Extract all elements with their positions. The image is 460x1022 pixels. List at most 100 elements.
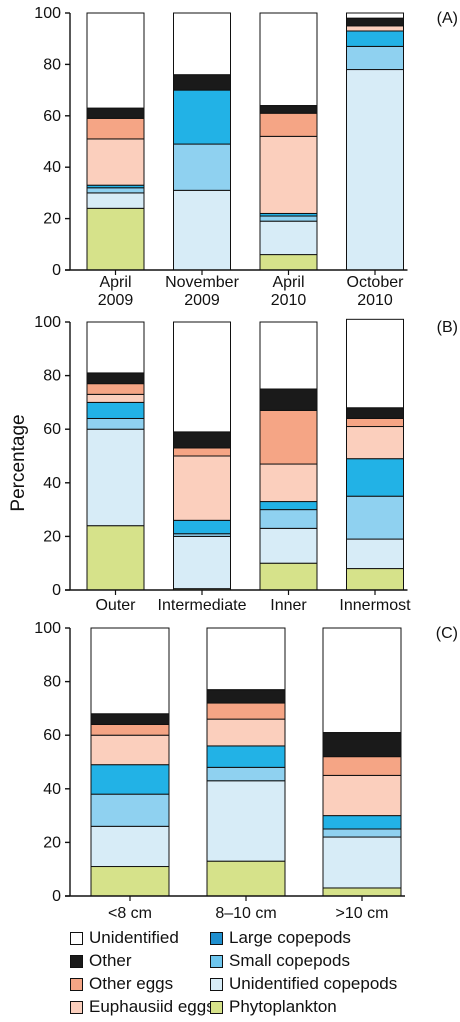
bar-segment-other xyxy=(173,431,231,449)
category-label: Inner xyxy=(270,597,307,614)
legend-swatch xyxy=(210,1000,223,1014)
bar-segment-other xyxy=(206,689,286,704)
y-axis-label: Percentage xyxy=(8,414,29,511)
bar-segment-phytoplankton xyxy=(86,207,145,271)
y-tick-label: 80 xyxy=(43,56,61,73)
bar-segment-phytoplankton xyxy=(259,562,318,591)
bar-segment-phytoplankton xyxy=(90,866,170,897)
bar-segment-euphausiid-eggs xyxy=(90,734,170,766)
bar-segment-other-eggs xyxy=(259,409,318,465)
bar-segment-large-copepods xyxy=(173,519,231,535)
bar-segment-other-eggs xyxy=(259,112,318,137)
bar-segment-unidentified-copepods xyxy=(322,836,402,889)
bar-segment-euphausiid-eggs xyxy=(206,718,286,747)
category-label: 8–10 cm xyxy=(215,905,276,920)
bar-segment-other xyxy=(86,107,145,119)
category-label: November xyxy=(165,274,239,291)
bar-segment-phytoplankton xyxy=(86,525,145,591)
legend-label: Unidentified copepods xyxy=(229,974,398,993)
legend-swatch xyxy=(210,954,223,968)
bar-segment-unidentified xyxy=(346,12,404,19)
bar-segment-small-copepods xyxy=(86,187,145,194)
bar-segment-unidentified-copepods xyxy=(173,189,231,271)
bar-segment-euphausiid-eggs xyxy=(86,393,145,403)
bar-segment-unidentified-copepods xyxy=(206,780,286,862)
bar-segment-phytoplankton xyxy=(206,860,286,897)
legend-item: Euphausiid eggs xyxy=(70,997,215,1017)
legend-swatch xyxy=(70,1000,83,1014)
bar-segment-small-copepods xyxy=(206,766,286,782)
bar-segment-other-eggs xyxy=(206,702,286,720)
bar-segment-unidentified xyxy=(346,318,404,409)
bar-segment-other-eggs xyxy=(86,117,145,140)
bar-segment-unidentified-copepods xyxy=(173,535,231,590)
y-tick-label: 60 xyxy=(43,421,61,438)
legend-item: Unidentified xyxy=(70,928,179,948)
bar-segment-unidentified-copepods xyxy=(90,825,170,868)
legend-label: Large copepods xyxy=(229,928,351,947)
y-tick-label: 40 xyxy=(43,475,61,492)
category-label: October xyxy=(347,274,405,291)
legend-swatch xyxy=(70,931,83,945)
bar-segment-unidentified xyxy=(173,12,231,76)
bar-segment-large-copepods xyxy=(346,458,404,497)
bar-segment-unidentified xyxy=(206,627,286,691)
bar-segment-unidentified-copepods xyxy=(259,220,318,256)
category-label: Outer xyxy=(95,597,136,614)
bar-segment-unidentified xyxy=(259,12,318,107)
y-tick-label: 60 xyxy=(43,108,61,125)
bar-segment-large-copepods xyxy=(90,764,170,795)
bar-segment-other xyxy=(259,105,318,114)
category-label: 2010 xyxy=(357,292,393,309)
legend-swatch xyxy=(210,931,223,945)
category-label: 2009 xyxy=(98,292,134,309)
bar-segment-small-copepods xyxy=(259,509,318,529)
bar-segment-large-copepods xyxy=(346,30,404,47)
bar-segment-small-copepods xyxy=(259,215,318,222)
category-label: Intermediate xyxy=(158,597,247,614)
bar-segment-other-eggs xyxy=(322,756,402,776)
y-tick-label: 100 xyxy=(34,5,61,22)
legend-item: Unidentified copepods xyxy=(210,974,397,994)
bar-segment-large-copepods xyxy=(322,815,402,830)
legend-item: Phytoplankton xyxy=(210,997,337,1017)
bar-segment-small-copepods xyxy=(346,495,404,540)
bar-segment-other-eggs xyxy=(173,447,231,457)
category-label: April xyxy=(272,274,304,291)
bar-segment-euphausiid-eggs xyxy=(259,463,318,503)
bar-segment-euphausiid-eggs xyxy=(86,138,145,186)
y-tick-label: 40 xyxy=(43,781,61,798)
bar-segment-small-copepods xyxy=(173,143,231,191)
y-tick-label: 20 xyxy=(43,528,61,545)
legend-item: Other eggs xyxy=(70,974,173,994)
bar-segment-euphausiid-eggs xyxy=(173,455,231,521)
legend-label: Small copepods xyxy=(229,951,350,970)
bar-segment-unidentified xyxy=(90,627,170,715)
legend-item: Large copepods xyxy=(210,928,351,948)
y-tick-label: 60 xyxy=(43,727,61,744)
legend-item: Small copepods xyxy=(210,951,350,971)
bar-segment-euphausiid-eggs xyxy=(346,25,404,32)
legend-label: Euphausiid eggs xyxy=(89,997,215,1016)
bar-segment-large-copepods xyxy=(259,501,318,511)
bar-segment-other xyxy=(86,372,145,385)
bar-segment-small-copepods xyxy=(346,45,404,71)
legend-label: Other eggs xyxy=(89,974,174,993)
bar-segment-unidentified xyxy=(173,321,231,433)
y-tick-label: 20 xyxy=(43,211,61,228)
bar-segment-other xyxy=(259,388,318,411)
bar-segment-other-eggs xyxy=(86,383,145,395)
bar-segment-small-copepods xyxy=(90,793,170,827)
bar-segment-unidentified-copepods xyxy=(346,69,404,271)
bar-segment-small-copepods xyxy=(322,828,402,838)
bar-segment-other xyxy=(346,407,404,419)
y-tick-label: 0 xyxy=(52,582,61,599)
bar-segment-euphausiid-eggs xyxy=(259,135,318,214)
bar-segment-phytoplankton xyxy=(346,568,404,591)
bar-segment-unidentified-copepods xyxy=(259,527,318,564)
y-tick-label: 80 xyxy=(43,368,61,385)
category-label: Innermost xyxy=(339,597,411,614)
y-tick-label: 0 xyxy=(52,888,61,905)
